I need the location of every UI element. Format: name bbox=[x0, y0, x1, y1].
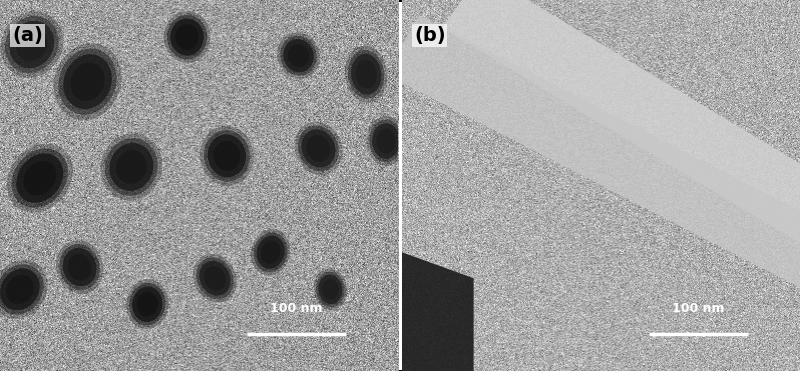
Ellipse shape bbox=[348, 50, 384, 99]
Ellipse shape bbox=[6, 275, 34, 304]
Ellipse shape bbox=[208, 134, 246, 177]
Ellipse shape bbox=[101, 133, 162, 201]
Ellipse shape bbox=[11, 148, 68, 208]
Ellipse shape bbox=[214, 141, 240, 171]
Ellipse shape bbox=[58, 49, 117, 115]
Polygon shape bbox=[385, 15, 800, 289]
Ellipse shape bbox=[200, 126, 254, 186]
Ellipse shape bbox=[110, 143, 154, 191]
Ellipse shape bbox=[257, 236, 285, 269]
Ellipse shape bbox=[16, 28, 47, 61]
Text: (a): (a) bbox=[12, 26, 43, 45]
Ellipse shape bbox=[366, 116, 406, 166]
Ellipse shape bbox=[370, 119, 402, 162]
Ellipse shape bbox=[193, 254, 237, 303]
Ellipse shape bbox=[116, 150, 146, 184]
Ellipse shape bbox=[59, 244, 100, 290]
Ellipse shape bbox=[132, 286, 162, 322]
Polygon shape bbox=[442, 0, 800, 243]
Ellipse shape bbox=[199, 261, 230, 296]
Ellipse shape bbox=[137, 292, 158, 317]
Polygon shape bbox=[402, 252, 474, 371]
Ellipse shape bbox=[167, 15, 207, 59]
Ellipse shape bbox=[376, 128, 396, 154]
Ellipse shape bbox=[63, 54, 112, 109]
Text: 100 nm: 100 nm bbox=[270, 302, 322, 315]
Ellipse shape bbox=[56, 240, 103, 294]
Ellipse shape bbox=[126, 279, 169, 329]
Ellipse shape bbox=[351, 54, 382, 95]
Ellipse shape bbox=[345, 46, 387, 103]
Ellipse shape bbox=[5, 16, 58, 73]
Ellipse shape bbox=[175, 24, 198, 50]
Ellipse shape bbox=[196, 257, 234, 299]
Ellipse shape bbox=[318, 275, 342, 304]
Ellipse shape bbox=[105, 138, 158, 196]
Ellipse shape bbox=[355, 60, 377, 88]
Text: (b): (b) bbox=[414, 26, 446, 45]
Ellipse shape bbox=[7, 144, 73, 213]
Ellipse shape bbox=[280, 36, 317, 76]
Ellipse shape bbox=[129, 283, 166, 326]
Ellipse shape bbox=[294, 122, 342, 175]
Ellipse shape bbox=[62, 248, 97, 286]
Ellipse shape bbox=[68, 254, 91, 280]
Ellipse shape bbox=[0, 260, 48, 319]
Ellipse shape bbox=[261, 241, 281, 264]
Ellipse shape bbox=[70, 62, 105, 101]
Ellipse shape bbox=[278, 32, 320, 79]
Ellipse shape bbox=[204, 266, 226, 290]
Ellipse shape bbox=[23, 161, 56, 196]
Ellipse shape bbox=[288, 44, 309, 67]
Ellipse shape bbox=[10, 21, 54, 68]
Ellipse shape bbox=[298, 125, 339, 171]
Ellipse shape bbox=[170, 19, 204, 56]
Ellipse shape bbox=[251, 229, 290, 276]
Ellipse shape bbox=[322, 279, 338, 300]
Ellipse shape bbox=[254, 232, 287, 272]
Ellipse shape bbox=[283, 39, 314, 72]
Ellipse shape bbox=[316, 272, 345, 307]
Text: 100 nm: 100 nm bbox=[672, 302, 725, 315]
Ellipse shape bbox=[306, 135, 330, 162]
Ellipse shape bbox=[54, 43, 122, 120]
Ellipse shape bbox=[16, 153, 63, 203]
Ellipse shape bbox=[204, 130, 250, 182]
Ellipse shape bbox=[372, 123, 400, 159]
Ellipse shape bbox=[314, 269, 347, 310]
Ellipse shape bbox=[1, 12, 63, 78]
Ellipse shape bbox=[0, 269, 40, 310]
Ellipse shape bbox=[0, 264, 44, 315]
Ellipse shape bbox=[302, 129, 335, 167]
Ellipse shape bbox=[164, 11, 210, 63]
